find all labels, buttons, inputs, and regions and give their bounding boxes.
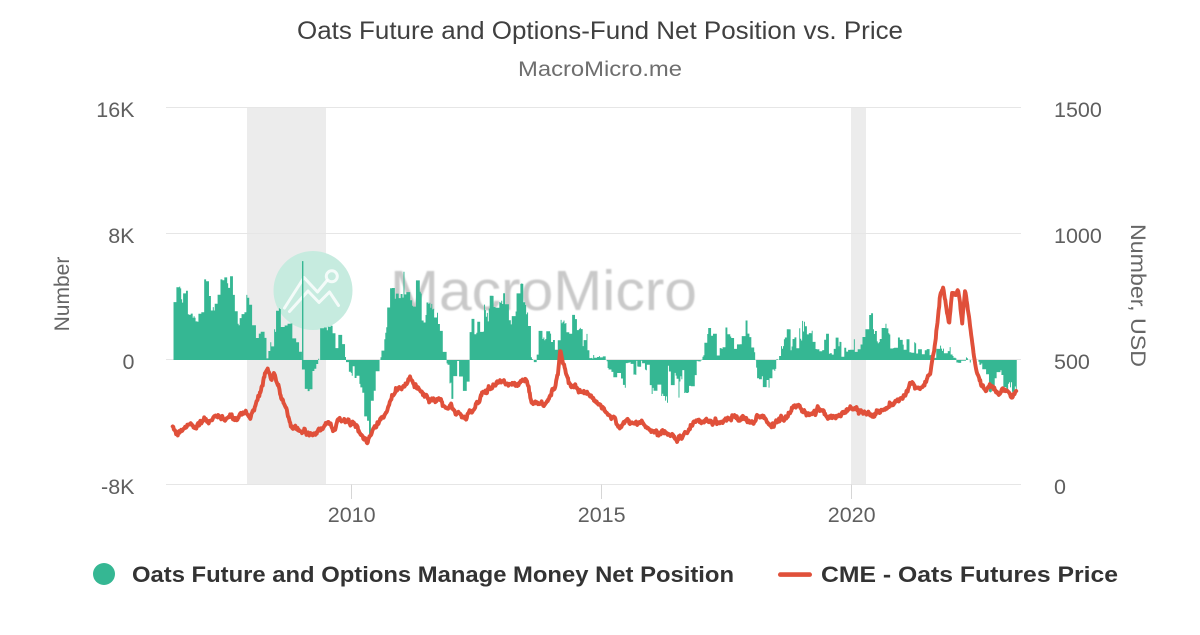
svg-text:Number: Number	[51, 257, 74, 332]
svg-text:0: 0	[123, 350, 135, 374]
svg-text:-8K: -8K	[101, 475, 135, 499]
svg-text:16K: 16K	[96, 98, 135, 122]
svg-text:0: 0	[1054, 475, 1066, 499]
svg-text:2010: 2010	[328, 503, 376, 527]
svg-text:MacroMicro: MacroMicro	[390, 259, 697, 323]
svg-text:2015: 2015	[578, 503, 626, 527]
svg-text:500: 500	[1054, 350, 1090, 374]
svg-text:MacroMicro.me: MacroMicro.me	[518, 58, 682, 81]
svg-text:1500: 1500	[1054, 98, 1102, 122]
svg-text:Number, USD: Number, USD	[1126, 224, 1149, 367]
svg-text:CME - Oats Futures Price: CME - Oats Futures Price	[821, 562, 1118, 587]
svg-text:1000: 1000	[1054, 224, 1102, 248]
svg-text:8K: 8K	[108, 224, 135, 248]
svg-text:Oats Future and Options-Fund N: Oats Future and Options-Fund Net Positio…	[297, 17, 903, 45]
svg-text:2020: 2020	[828, 503, 876, 527]
svg-text:Oats Future and Options Manage: Oats Future and Options Manage Money Net…	[132, 562, 734, 587]
